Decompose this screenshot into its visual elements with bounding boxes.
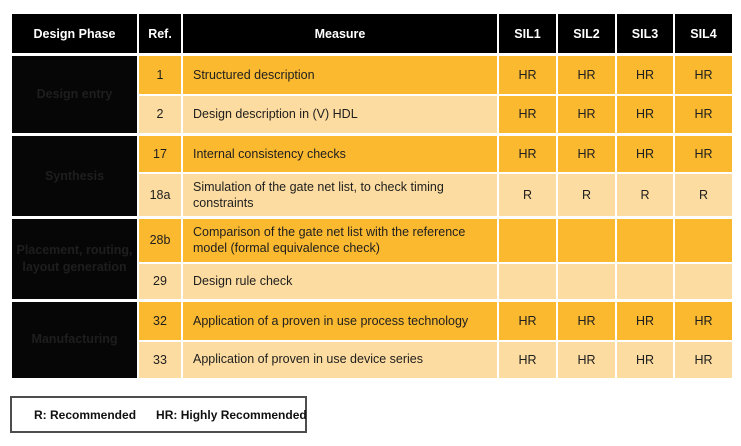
sil4-cell [673,216,734,264]
measure-cell: Design description in (V) HDL [181,93,499,136]
sil1-cell [497,216,558,264]
sil3-cell: HR [615,133,675,174]
sil1-cell: HR [497,53,558,96]
sil1-cell: HR [497,299,558,342]
sil1-cell: HR [497,339,558,380]
sil-measures-table: Design Phase Ref. Measure SIL1 SIL2 SIL3… [10,12,734,380]
measure-cell: Comparison of the gate net list with the… [181,216,499,264]
ref-cell: 17 [137,133,183,174]
table-row: 29 Design rule check [11,261,734,302]
sil2-cell: R [556,171,617,219]
table-row: Design entry 1 Structured description HR… [10,53,734,136]
sil1-cell: HR [497,93,558,136]
ref-cell: 33 [137,339,183,380]
measure-cell: Internal consistency checks [181,133,499,174]
column-header-sil4: SIL4 [673,12,734,56]
sil3-cell [615,216,675,264]
sil3-cell [615,261,675,302]
phase-cell-synthesis: Synthesis [10,133,139,219]
column-header-sil1: SIL1 [497,12,558,56]
table-row: Synthesis 17 Internal consistency checks… [10,133,734,219]
phase-cell-placement-routing: Placement, routing, layout generation [10,216,139,302]
sil3-cell: R [615,171,675,219]
sil4-cell: R [673,171,734,219]
sil2-cell: HR [556,133,617,174]
sil3-cell: HR [615,299,675,342]
sil2-cell: HR [556,339,617,380]
sil4-cell [673,261,734,302]
phase-cell-design-entry: Design entry [10,53,139,136]
sil-measures-table-container: Design Phase Ref. Measure SIL1 SIL2 SIL3… [10,12,734,380]
table-row: Manufacturing 32 Application of a proven… [10,299,734,380]
sil1-cell: R [497,171,558,219]
sil4-cell: HR [673,53,734,96]
ref-cell: 29 [137,261,183,302]
sil2-cell: HR [556,53,617,96]
ref-cell: 18a [137,171,183,219]
sil3-cell: HR [615,93,675,136]
legend-highly-recommended-label: HR: Highly Recommended [156,407,307,422]
sil4-cell: HR [673,133,734,174]
ref-cell: 32 [137,299,183,342]
sil3-cell: HR [615,339,675,380]
sil4-cell: HR [673,299,734,342]
sil2-cell [556,216,617,264]
sil1-cell [497,261,558,302]
table-row: 2 Design description in (V) HDL HR HR HR… [11,93,734,136]
measure-cell: Application of proven in use device seri… [181,339,499,380]
table-row: 33 Application of proven in use device s… [11,339,734,380]
measure-cell: Simulation of the gate net list, to chec… [181,171,499,219]
sil2-cell: HR [556,93,617,136]
column-header-measure: Measure [181,12,499,56]
phase-cell-manufacturing: Manufacturing [10,299,139,380]
column-header-sil2: SIL2 [556,12,617,56]
header-row: Design Phase Ref. Measure SIL1 SIL2 SIL3… [10,12,734,56]
legend-recommended-label: R: Recommended [34,407,137,422]
table-row: Placement, routing, layout generation 28… [10,216,734,302]
sil1-cell: HR [497,133,558,174]
sil2-cell: HR [556,299,617,342]
ref-cell: 1 [137,53,183,96]
measure-cell: Design rule check [181,261,499,302]
sil4-cell: HR [673,93,734,136]
column-header-ref: Ref. [137,12,183,56]
legend-box: R: Recommended HR: Highly Recommended [10,396,307,433]
sil4-cell: HR [673,339,734,380]
table-row: 18a Simulation of the gate net list, to … [11,171,734,219]
column-header-design-phase: Design Phase [10,12,139,56]
ref-cell: 28b [137,216,183,264]
column-header-sil3: SIL3 [615,12,675,56]
sil2-cell [556,261,617,302]
sil3-cell: HR [615,53,675,96]
measure-cell: Application of a proven in use process t… [181,299,499,342]
measure-cell: Structured description [181,53,499,96]
ref-cell: 2 [137,93,183,136]
